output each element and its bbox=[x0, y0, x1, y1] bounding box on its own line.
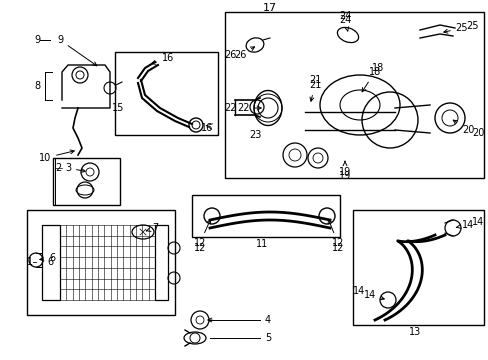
Text: 8: 8 bbox=[34, 81, 40, 91]
Bar bbox=[224, 12, 483, 178]
Bar bbox=[192, 195, 339, 237]
Text: 13: 13 bbox=[408, 327, 420, 337]
Text: 4: 4 bbox=[264, 315, 270, 325]
Text: 23: 23 bbox=[248, 130, 261, 140]
Bar bbox=[155, 225, 168, 300]
Text: 19: 19 bbox=[338, 171, 350, 181]
Text: 9: 9 bbox=[57, 35, 97, 66]
Text: 18: 18 bbox=[362, 67, 380, 92]
Text: 25: 25 bbox=[443, 23, 468, 33]
Text: 16: 16 bbox=[151, 53, 174, 64]
Text: 9: 9 bbox=[34, 35, 40, 45]
Text: 5: 5 bbox=[264, 333, 270, 343]
Text: 6: 6 bbox=[40, 253, 55, 263]
Text: 24: 24 bbox=[338, 11, 350, 21]
Text: 14: 14 bbox=[455, 220, 473, 230]
Text: 14: 14 bbox=[352, 286, 364, 296]
Bar bbox=[42, 225, 60, 300]
Text: 12: 12 bbox=[331, 243, 344, 253]
Text: 20: 20 bbox=[452, 120, 473, 135]
Text: 11: 11 bbox=[255, 239, 267, 249]
Bar bbox=[352, 210, 483, 325]
Text: 20: 20 bbox=[471, 128, 484, 138]
Text: 26: 26 bbox=[233, 47, 254, 60]
Text: 3: 3 bbox=[65, 163, 85, 173]
Text: 25: 25 bbox=[465, 21, 478, 31]
Text: 22: 22 bbox=[224, 103, 237, 113]
Text: 1: 1 bbox=[27, 257, 33, 267]
Text: 12: 12 bbox=[193, 220, 210, 248]
Text: 14: 14 bbox=[363, 290, 384, 300]
Text: 12: 12 bbox=[327, 220, 344, 248]
Text: 19: 19 bbox=[338, 161, 350, 177]
Bar bbox=[115, 52, 218, 135]
Text: 14: 14 bbox=[471, 217, 483, 227]
Bar bbox=[27, 210, 175, 315]
Text: 12: 12 bbox=[193, 243, 206, 253]
Text: 24: 24 bbox=[338, 15, 350, 31]
Text: 16: 16 bbox=[201, 123, 213, 133]
Text: 21: 21 bbox=[308, 80, 321, 101]
Text: 21: 21 bbox=[308, 75, 321, 85]
Text: 26: 26 bbox=[224, 50, 237, 60]
Text: 7: 7 bbox=[146, 223, 158, 233]
Text: 15: 15 bbox=[112, 103, 124, 113]
Text: 22: 22 bbox=[236, 103, 261, 113]
Text: 17: 17 bbox=[263, 3, 277, 13]
Bar bbox=[53, 158, 120, 205]
Text: 2: 2 bbox=[55, 163, 61, 173]
Text: 6: 6 bbox=[47, 257, 53, 267]
Text: 10: 10 bbox=[39, 150, 74, 163]
Text: 18: 18 bbox=[371, 63, 384, 73]
